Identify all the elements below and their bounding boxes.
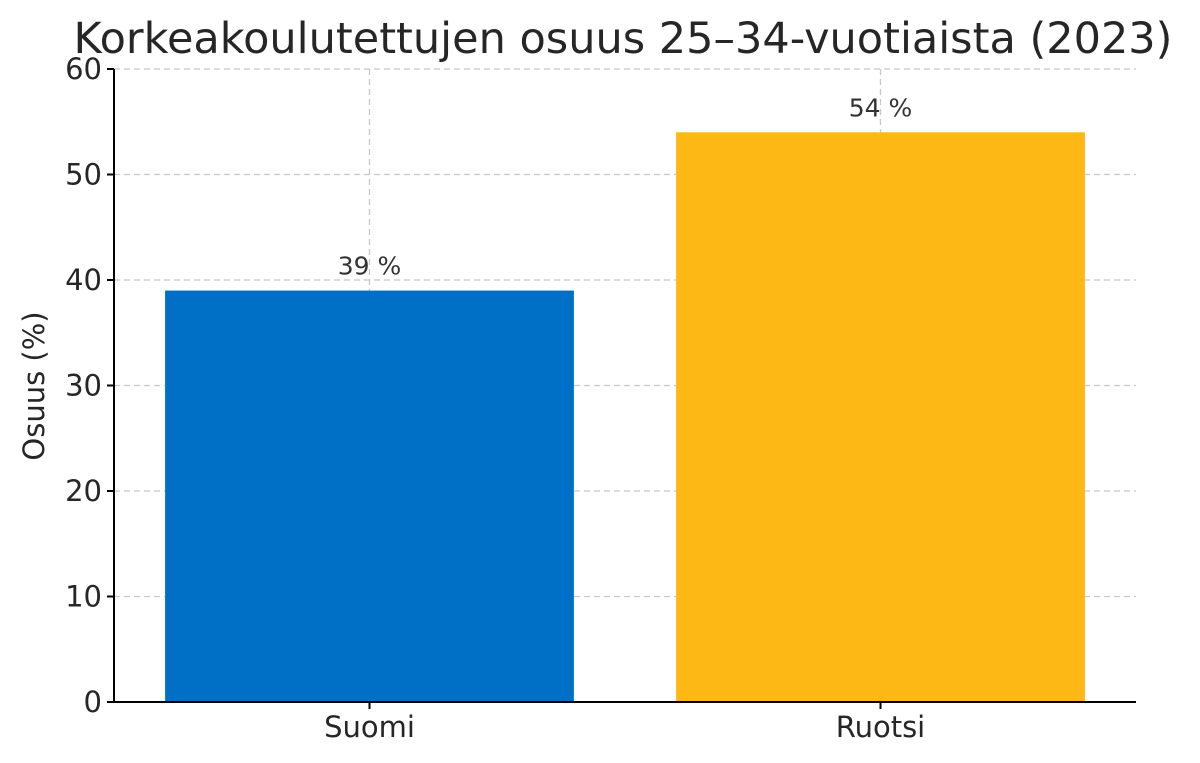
- x-tick-label: Suomi: [324, 710, 415, 744]
- bar-suomi: [165, 290, 574, 702]
- y-tick-label: 40: [65, 263, 102, 297]
- y-tick-label: 0: [84, 685, 102, 719]
- data-labels: 39 % 54 %: [338, 93, 913, 280]
- data-label: 39 %: [338, 252, 402, 281]
- y-axis-label: Osuus (%): [17, 311, 51, 460]
- y-tick-label: 60: [65, 52, 102, 86]
- y-tick-label: 30: [65, 369, 102, 403]
- data-label: 54 %: [849, 93, 913, 122]
- axes: 0 10 20 30 40 50 60 Suomi Ruotsi: [65, 52, 1136, 744]
- bar-ruotsi: [676, 132, 1085, 703]
- x-tick-label: Ruotsi: [836, 710, 926, 744]
- y-tick-label: 50: [65, 158, 102, 192]
- y-tick-label: 10: [65, 580, 102, 614]
- y-tick-label: 20: [65, 474, 102, 508]
- chart-title: Korkeakoulutettujen osuus 25–34-vuotiais…: [74, 14, 1173, 64]
- bars: [165, 132, 1085, 703]
